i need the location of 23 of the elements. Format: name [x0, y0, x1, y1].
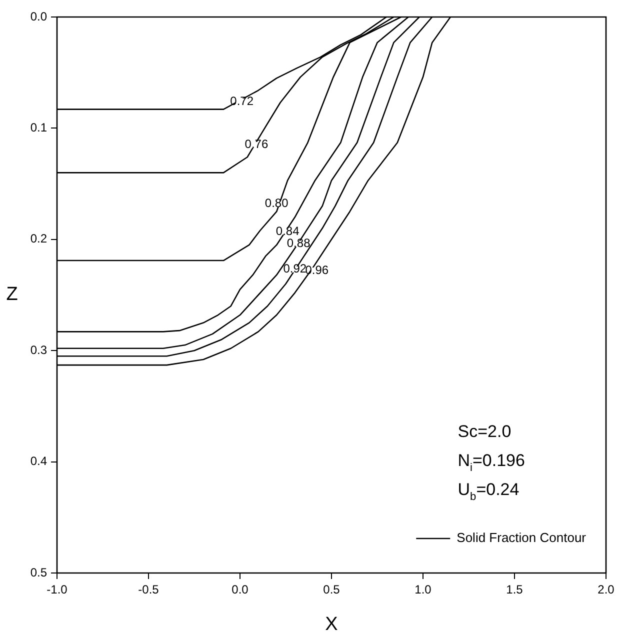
x-tick-label: 0.0	[232, 582, 249, 597]
annotation: 0.88	[286, 236, 311, 250]
x-tick-label: -1.0	[46, 582, 68, 597]
annotation: 0.92	[283, 262, 307, 276]
y-tick-label: 0.0	[30, 9, 48, 24]
y-tick-label: 0.3	[30, 342, 48, 357]
x-tick-label: -0.5	[138, 582, 160, 597]
annotation: 0.80	[264, 196, 289, 210]
y-axis-title: Z	[6, 284, 18, 306]
annotation: 0.76	[244, 137, 268, 152]
legend-label: Solid Fraction Contour	[456, 530, 587, 546]
x-tick-label: 2.0	[598, 582, 615, 597]
x-tick-label: 1.5	[506, 582, 524, 597]
annotation: 0.96	[305, 262, 329, 277]
x-tick-label: 0.5	[323, 582, 340, 597]
y-tick-label: 0.1	[30, 120, 48, 135]
x-axis-title: X	[325, 614, 338, 636]
y-tick-label: 0.4	[30, 454, 48, 468]
annotation: 0.84	[276, 224, 300, 238]
x-tick-label: 1.0	[414, 582, 432, 597]
y-tick-label: 0.5	[30, 565, 48, 580]
annotation: Sc=2.0	[458, 422, 512, 441]
y-tick-label: 0.2	[30, 232, 48, 246]
